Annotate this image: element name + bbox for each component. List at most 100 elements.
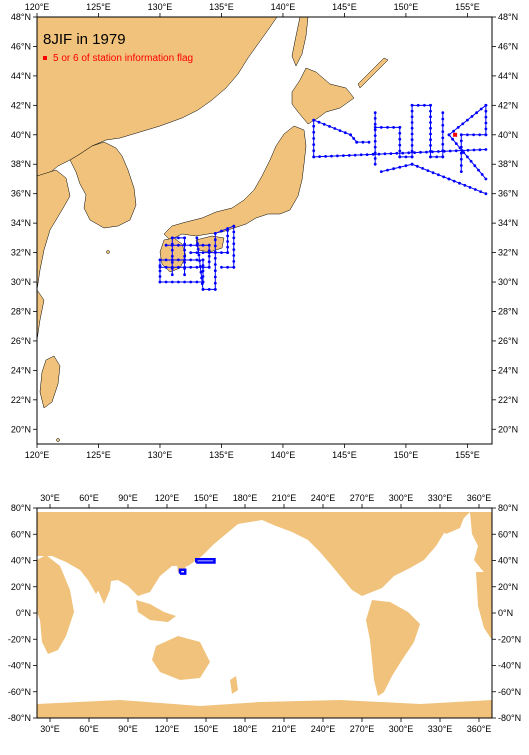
station-point xyxy=(352,137,356,140)
station-point xyxy=(458,146,462,150)
station-point xyxy=(386,126,389,129)
station-point xyxy=(475,111,478,115)
station-point xyxy=(164,258,168,262)
lat-tick-label: 0°N xyxy=(16,608,31,618)
station-point xyxy=(379,126,383,129)
station-point xyxy=(442,175,446,179)
station-point xyxy=(401,151,405,155)
station-point xyxy=(416,103,420,107)
station-point xyxy=(158,258,162,262)
land-africa xyxy=(37,555,74,654)
station-point xyxy=(371,152,375,156)
station-point xyxy=(232,236,236,240)
station-point xyxy=(197,253,201,257)
land-islet xyxy=(56,438,60,442)
lat-tick-label: 60°N xyxy=(498,529,518,539)
regional-land xyxy=(37,17,389,442)
station-point xyxy=(437,150,440,153)
lat-tick-label: 44°N xyxy=(498,71,518,81)
station-point xyxy=(373,151,377,155)
station-point xyxy=(398,165,402,169)
lat-tick-label: 60°N xyxy=(11,529,31,539)
station-point xyxy=(462,151,466,154)
regional-lat-ticks: 20°N 20°N 22°N 22°N 24°N 24°N 26°N 26°N 28°N 28°N… xyxy=(11,12,518,434)
station-point xyxy=(183,248,187,252)
station-point xyxy=(213,251,217,255)
station-point xyxy=(410,109,414,113)
lat-tick-label: 24°N xyxy=(11,365,31,375)
station-point xyxy=(373,111,377,115)
lat-tick-label: -80°N xyxy=(8,713,31,723)
station-point xyxy=(199,270,203,274)
map-title: 8JIF in 1979 xyxy=(43,31,126,48)
station-point xyxy=(189,251,193,255)
station-point xyxy=(473,188,477,191)
station-point xyxy=(328,125,331,128)
station-point xyxy=(213,269,217,273)
station-point xyxy=(459,139,463,143)
land-sakhalin xyxy=(291,17,309,67)
station-point xyxy=(395,151,399,155)
station-point xyxy=(359,153,363,157)
lon-tick-label: 90°E xyxy=(118,493,138,503)
lat-tick-label: 30°N xyxy=(498,277,518,287)
global-lon-ticks-bottom: 30°E 60°E 90°E 120°E 150°E 180°E 210°E 240°E 270… xyxy=(40,718,491,734)
land-south-america xyxy=(366,600,420,696)
lat-tick-label: 26°N xyxy=(11,336,31,346)
lat-tick-label: -80°N xyxy=(498,713,521,723)
station-point xyxy=(342,154,345,158)
land-australia xyxy=(152,636,210,680)
station-point xyxy=(398,137,402,141)
station-point xyxy=(398,126,402,129)
station-point xyxy=(343,131,347,135)
lon-tick-label: 120°E xyxy=(25,2,50,12)
station-point xyxy=(466,118,469,122)
station-point xyxy=(158,269,162,273)
station-point xyxy=(451,137,454,141)
lon-tick-label: 30°E xyxy=(40,493,60,503)
station-point xyxy=(183,273,187,277)
station-point xyxy=(429,144,432,147)
station-point xyxy=(479,190,482,194)
station-point xyxy=(454,142,458,146)
land-greenland xyxy=(430,512,466,534)
station-point xyxy=(213,256,217,260)
station-point xyxy=(373,122,377,126)
station-point xyxy=(383,152,387,156)
lat-tick-label: -20°N xyxy=(498,634,521,644)
station-point xyxy=(200,282,204,286)
land-antarctica xyxy=(37,700,492,718)
station-point xyxy=(472,133,475,137)
lon-tick-label: 140°E xyxy=(271,2,296,12)
station-point xyxy=(435,155,439,159)
land-india xyxy=(96,568,112,604)
station-point xyxy=(353,153,357,157)
station-point xyxy=(447,177,451,181)
lat-tick-label: 40°N xyxy=(11,130,31,140)
station-point xyxy=(347,154,351,157)
station-point xyxy=(189,258,193,262)
station-point xyxy=(183,280,187,284)
lat-tick-label: -40°N xyxy=(8,661,31,671)
station-point xyxy=(373,145,377,149)
station-point xyxy=(484,127,488,131)
station-point xyxy=(312,149,316,153)
lat-tick-label: 40°N xyxy=(498,130,518,140)
lat-tick-label: 34°N xyxy=(498,218,518,228)
station-point xyxy=(410,126,414,130)
station-point xyxy=(232,265,236,269)
station-point xyxy=(207,288,211,291)
station-point xyxy=(472,148,476,152)
station-point xyxy=(365,153,369,157)
station-point xyxy=(429,121,432,124)
lat-tick-label: 20°N xyxy=(11,582,31,592)
station-point xyxy=(336,154,339,158)
station-point xyxy=(429,126,432,130)
station-point xyxy=(429,155,432,159)
lon-tick-label: 135°E xyxy=(209,2,234,12)
station-point xyxy=(177,243,180,247)
station-point xyxy=(398,131,402,135)
station-point xyxy=(361,140,365,144)
lat-tick-label: 40°N xyxy=(11,556,31,566)
lon-tick-label: 150°E xyxy=(394,2,419,12)
